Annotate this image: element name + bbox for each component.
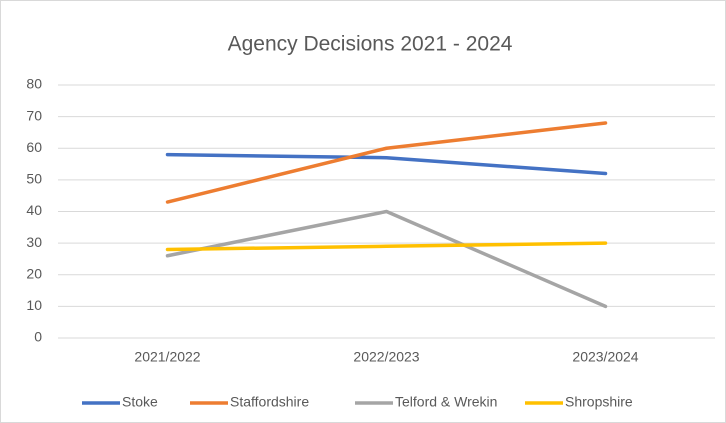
y-tick-label: 10 — [26, 297, 42, 313]
legend-label: Shropshire — [565, 394, 633, 410]
series-line — [165, 209, 608, 309]
x-tick-label: 2022/2023 — [353, 349, 419, 365]
legend-label: Stoke — [122, 394, 158, 410]
x-tick-label: 2023/2024 — [572, 349, 638, 365]
y-tick-label: 50 — [26, 171, 42, 187]
y-tick-label: 70 — [26, 107, 42, 123]
y-tick-label: 40 — [26, 202, 42, 218]
legend-label: Staffordshire — [230, 394, 309, 410]
y-tick-label: 0 — [34, 329, 42, 345]
series-line — [165, 241, 608, 252]
chart-title: Agency Decisions 2021 - 2024 — [228, 33, 513, 56]
legend-label: Telford & Wrekin — [395, 394, 497, 410]
x-tick-label: 2021/2022 — [134, 349, 200, 365]
y-tick-label: 20 — [26, 265, 42, 281]
y-tick-label: 30 — [26, 234, 42, 250]
y-tick-label: 80 — [26, 76, 42, 92]
series-line — [165, 152, 608, 176]
y-tick-label: 60 — [26, 139, 42, 155]
series-line — [165, 121, 608, 204]
